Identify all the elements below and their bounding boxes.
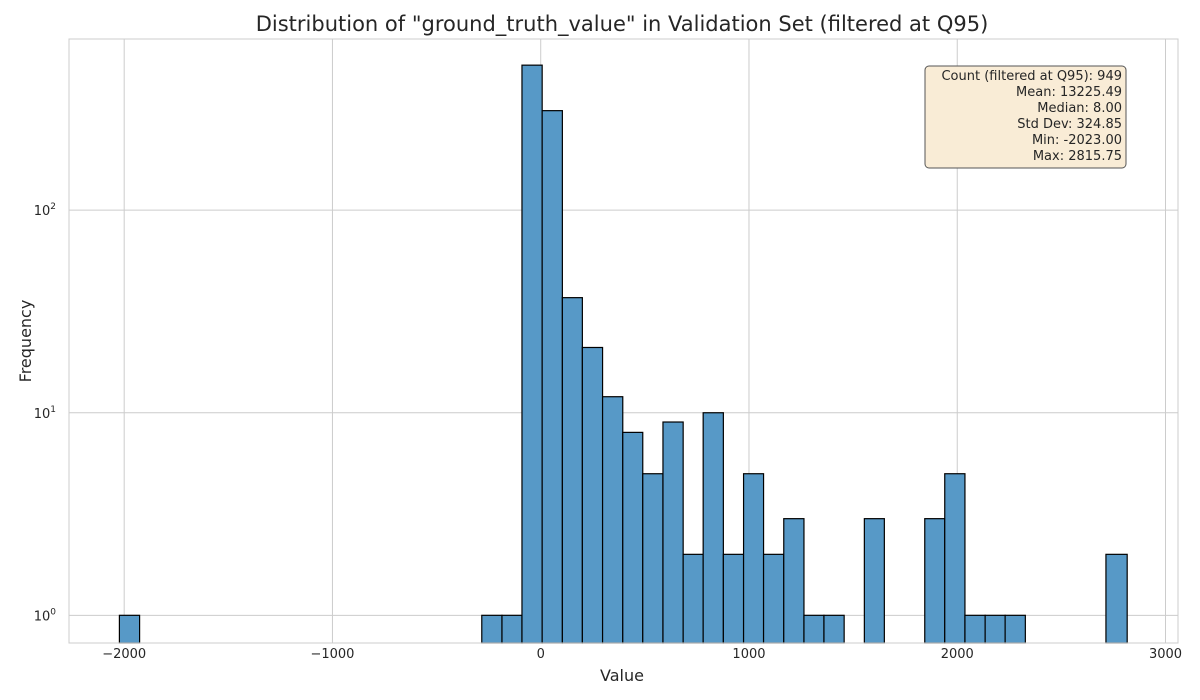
stats-line: Count (filtered at Q95): 949 — [941, 69, 1122, 84]
stats-box-background — [924, 65, 1127, 169]
histogram-bar — [863, 518, 885, 644]
histogram-bar — [823, 614, 845, 644]
stats-line: Std Dev: 324.85 — [1017, 117, 1122, 132]
stats-line: Median: 8.00 — [1037, 101, 1122, 116]
x-tick-label: −1000 — [310, 647, 354, 662]
histogram-bars — [118, 64, 1128, 644]
histogram-bar — [561, 297, 583, 644]
x-tick-labels: −2000 −1000 0 1000 2000 3000 — [102, 647, 1182, 662]
histogram-bar — [521, 64, 543, 644]
y-tick-label: 100 — [34, 607, 57, 624]
histogram-bar — [501, 614, 523, 644]
histogram-bar — [742, 473, 765, 644]
plot-frame — [68, 38, 1179, 644]
y-tick-label: 102 — [34, 202, 56, 219]
stats-line: Mean: 13225.49 — [1016, 85, 1122, 100]
y-axis-label: Frequency — [16, 300, 35, 383]
histogram-bar — [722, 553, 745, 644]
histogram-bar — [642, 473, 664, 644]
histogram-bar — [944, 473, 966, 644]
chart-title: Distribution of "ground_truth_value" in … — [256, 12, 989, 37]
histogram-bar — [924, 518, 946, 644]
x-tick-label: 2000 — [941, 647, 974, 662]
y-tick-label: 101 — [34, 405, 56, 422]
x-tick-label: 1000 — [732, 647, 765, 662]
stats-line: Max: 2815.75 — [1033, 149, 1122, 164]
x-axis-label: Value — [600, 666, 644, 685]
histogram-bar — [803, 614, 825, 644]
histogram-bar — [662, 421, 684, 644]
y-tick-labels: 100 101 102 — [34, 202, 57, 624]
histogram-bar — [541, 110, 563, 644]
histogram-bar — [702, 412, 724, 644]
histogram-bar — [682, 553, 704, 644]
histogram-bar — [762, 553, 785, 644]
histogram-bar — [581, 346, 604, 644]
histogram-bar — [1105, 553, 1128, 644]
histogram-bar — [964, 614, 986, 644]
histogram-bar — [783, 518, 805, 644]
histogram-bar — [622, 431, 644, 644]
stats-line: Min: -2023.00 — [1032, 133, 1122, 148]
x-tick-label: −2000 — [102, 647, 146, 662]
x-tick-label: 3000 — [1149, 647, 1182, 662]
histogram-bar — [481, 614, 503, 644]
x-tick-label: 0 — [537, 647, 545, 662]
histogram-bar — [1004, 614, 1026, 644]
histogram-bar — [984, 614, 1006, 644]
histogram-bar — [118, 614, 141, 644]
histogram-bar — [601, 396, 624, 644]
